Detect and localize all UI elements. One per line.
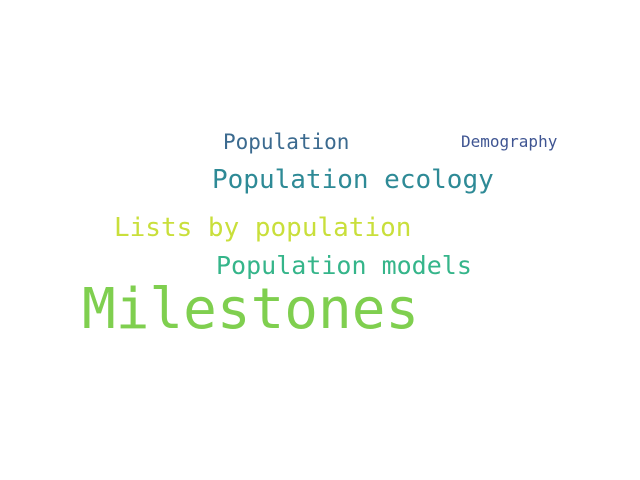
word-population-ecology: Population ecology: [212, 165, 494, 195]
word-lists-by-population: Lists by population: [114, 213, 412, 243]
word-population: Population: [223, 130, 350, 154]
word-milestones: Milestones: [82, 277, 420, 342]
word-demography: Demography: [461, 132, 558, 151]
word-population-models: Population models: [216, 251, 472, 280]
